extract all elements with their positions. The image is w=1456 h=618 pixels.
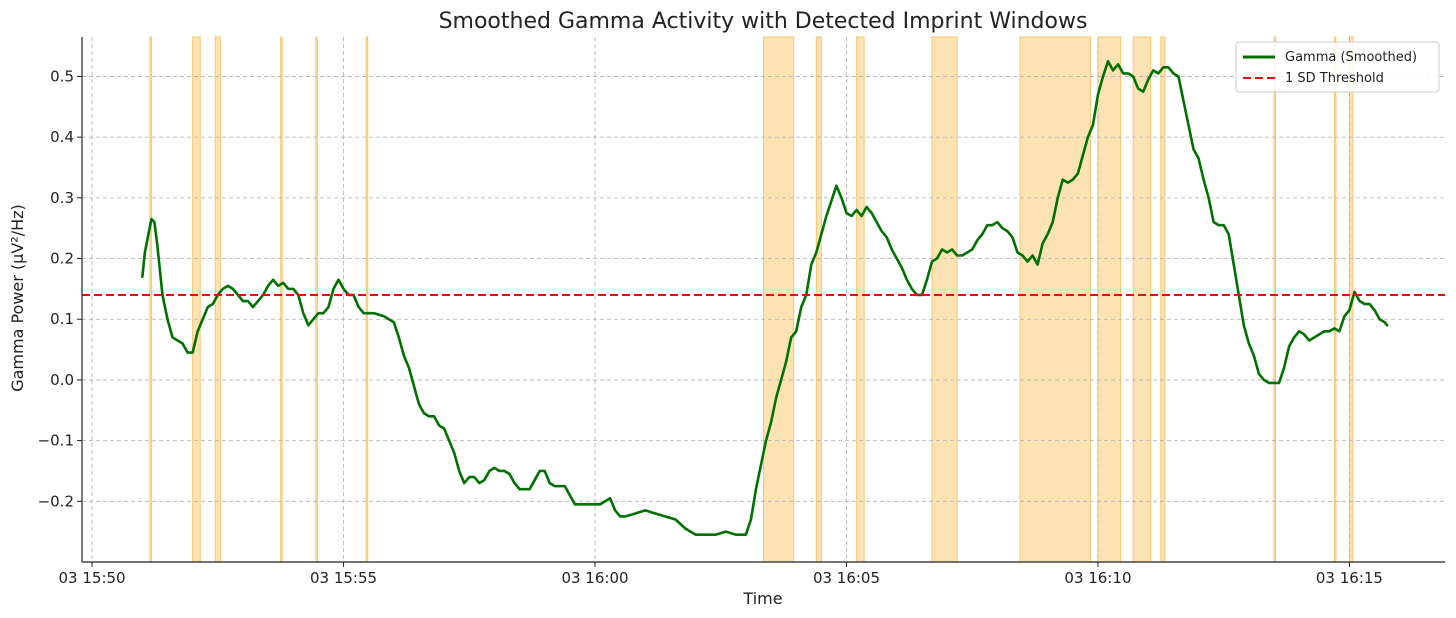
x-tick-label-4: 03 16:10 <box>1064 569 1131 587</box>
imprint-window-3 <box>280 36 283 563</box>
imprint-window-4 <box>315 36 318 563</box>
y-tick-label-1: −0.1 <box>38 432 74 450</box>
imprint-window-8 <box>856 36 865 563</box>
chart-title: Smoothed Gamma Activity with Detected Im… <box>439 9 1088 34</box>
imprint-window-5 <box>365 36 369 563</box>
grid <box>82 37 1445 562</box>
y-tick-label-2: 0.0 <box>50 371 74 389</box>
series-line-gamma-smoothed <box>141 59 1389 536</box>
imprint-window-10 <box>1019 36 1091 563</box>
legend: Gamma (Smoothed) 1 SD Threshold <box>1235 41 1440 93</box>
imprint-window-11 <box>1097 36 1122 563</box>
imprint-window-0 <box>149 36 152 563</box>
imprint-window-1 <box>192 36 201 563</box>
imprint-window-12 <box>1132 36 1152 563</box>
series <box>82 59 1445 536</box>
x-tick-label-0: 03 15:50 <box>59 569 126 587</box>
imprint-window-14 <box>1273 36 1277 563</box>
x-tick-label-3: 03 16:05 <box>813 569 880 587</box>
legend-box <box>1235 41 1440 93</box>
y-tick-label-7: 0.5 <box>50 67 74 85</box>
legend-label-gamma: Gamma (Smoothed) <box>1285 50 1417 65</box>
x-tick-label-2: 03 16:00 <box>561 569 628 587</box>
imprint-window-15 <box>1333 36 1337 563</box>
ticks: 03 15:50 03 15:55 03 16:00 03 16:05 03 16:10… <box>38 67 1383 587</box>
imprint-window-13 <box>1160 36 1166 563</box>
y-tick-label-0: −0.2 <box>38 492 74 510</box>
x-tick-label-5: 03 16:15 <box>1316 569 1383 587</box>
imprint-window-7 <box>815 36 822 563</box>
y-tick-label-5: 0.3 <box>50 189 74 207</box>
imprint-window-6 <box>763 36 795 563</box>
y-tick-label-6: 0.4 <box>50 128 74 146</box>
x-axis-label: Time <box>742 589 782 608</box>
axes <box>81 37 1445 563</box>
y-tick-label-4: 0.2 <box>50 250 74 268</box>
imprint-window-9 <box>931 36 958 563</box>
legend-label-threshold: 1 SD Threshold <box>1285 71 1384 86</box>
y-tick-label-3: 0.1 <box>50 310 74 328</box>
y-axis-label: Gamma Power (µV²/Hz) <box>8 204 27 392</box>
imprint-windows <box>149 36 1354 563</box>
x-tick-label-1: 03 15:55 <box>310 569 377 587</box>
